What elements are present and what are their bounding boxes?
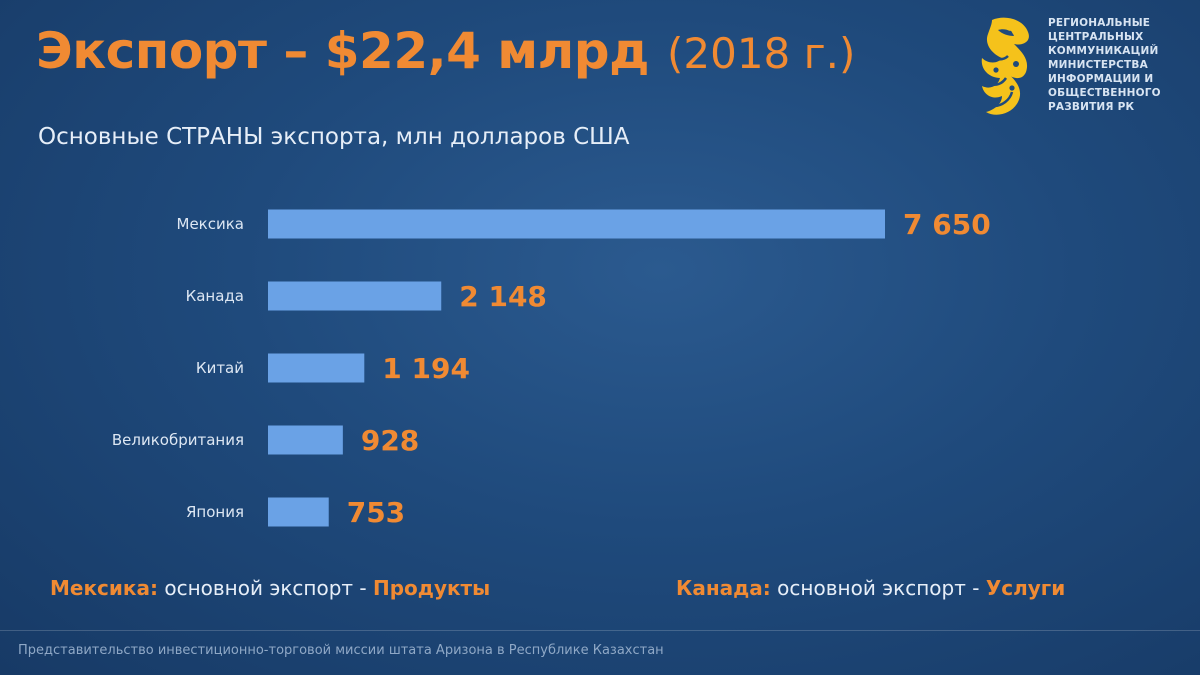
note-text: основной экспорт - — [777, 576, 980, 600]
bar — [268, 497, 329, 527]
value-label: 928 — [361, 424, 419, 457]
title-year: (2018 г.) — [666, 29, 856, 78]
notes: Мексика: основной экспорт - Продукты Кан… — [0, 576, 1200, 610]
bar — [268, 353, 365, 383]
bar — [268, 281, 442, 311]
category-label: Великобритания — [112, 431, 244, 449]
bar — [268, 425, 343, 455]
note-country: Канада: — [676, 576, 771, 600]
chart-subtitle: Основные СТРАНЫ экспорта, млн долларов С… — [38, 124, 630, 150]
category-label: Мексика — [177, 215, 244, 233]
value-label: 2 148 — [459, 280, 547, 313]
footer-source: Представительство инвестиционно-торговой… — [18, 643, 664, 658]
logo-text-line: РЕГИОНАЛЬНЫЕ — [1048, 17, 1151, 29]
note-highlight: Продукты — [373, 576, 491, 600]
logo-text-line: РАЗВИТИЯ РК — [1048, 101, 1135, 113]
logo-text-line: ОБЩЕСТВЕННОГО — [1048, 87, 1161, 99]
logo: РЕГИОНАЛЬНЫЕ ЦЕНТРАЛЬНЫХ КОММУНИКАЦИЙ МИ… — [972, 10, 1192, 130]
logo-text-line: КОММУНИКАЦИЙ — [1048, 45, 1159, 57]
footer-divider — [0, 630, 1200, 631]
note-text: основной экспорт - — [164, 576, 367, 600]
category-label: Канада — [186, 287, 244, 305]
note-canada: Канада: основной экспорт - Услуги — [676, 576, 1065, 600]
bar — [268, 209, 885, 239]
logo-text: РЕГИОНАЛЬНЫЕ ЦЕНТРАЛЬНЫХ КОММУНИКАЦИЙ МИ… — [1048, 16, 1188, 114]
note-country: Мексика: — [50, 576, 158, 600]
logo-text-line: ИНФОРМАЦИИ И — [1048, 73, 1154, 85]
logo-text-line: МИНИСТЕРСТВА — [1048, 59, 1148, 71]
note-highlight: Услуги — [985, 576, 1066, 600]
logo-text-line: ЦЕНТРАЛЬНЫХ — [1048, 31, 1144, 43]
value-label: 7 650 — [903, 208, 991, 241]
value-label: 753 — [347, 496, 405, 529]
note-mexico: Мексика: основной экспорт - Продукты — [50, 576, 490, 600]
page-title: Экспорт – $22,4 млрд (2018 г.) — [36, 22, 855, 102]
snow-leopard-emblem-icon — [981, 17, 1029, 115]
title-main: Экспорт – $22,4 млрд — [36, 22, 649, 80]
bar-chart: Мексика 7 650 Канада 2 148 Китай 1 194 Великоб… — [112, 208, 991, 529]
value-label: 1 194 — [382, 352, 470, 385]
category-label: Япония — [186, 503, 244, 521]
category-label: Китай — [196, 359, 244, 377]
